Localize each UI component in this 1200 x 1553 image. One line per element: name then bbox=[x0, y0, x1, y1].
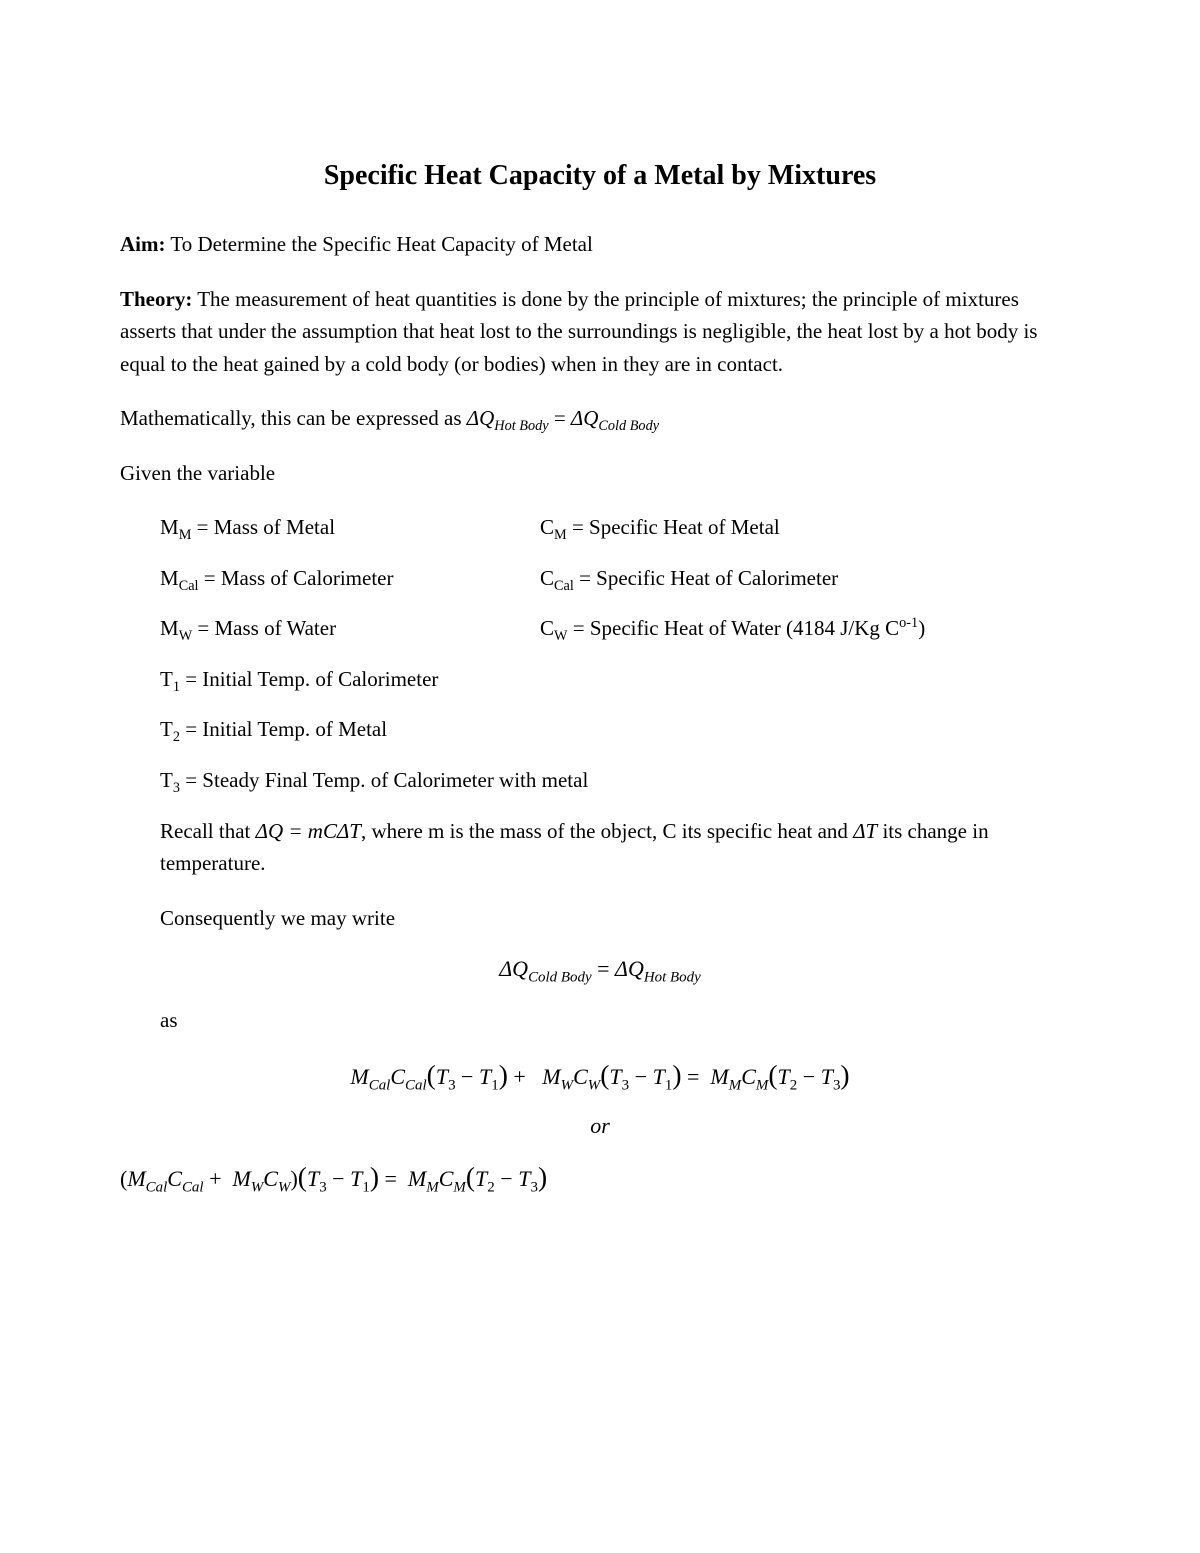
math-intro-text: Mathematically, this can be expressed as bbox=[120, 406, 467, 430]
var-row: MCal = Mass of Calorimeter CCal = Specif… bbox=[160, 562, 1080, 595]
aim-paragraph: Aim: To Determine the Specific Heat Capa… bbox=[120, 228, 1080, 261]
or-label: or bbox=[120, 1113, 1080, 1139]
var-mm: MM = Mass of Metal bbox=[160, 511, 540, 544]
theory-paragraph: Theory: The measurement of heat quantiti… bbox=[120, 283, 1080, 381]
recall-paragraph: Recall that ΔQ = mCΔT, where m is the ma… bbox=[160, 815, 1080, 880]
aim-text: To Determine the Specific Heat Capacity … bbox=[166, 232, 593, 256]
var-mw: MW = Mass of Water bbox=[160, 612, 540, 645]
var-row: T2 = Initial Temp. of Metal bbox=[160, 713, 1080, 746]
var-mcal: MCal = Mass of Calorimeter bbox=[160, 562, 540, 595]
var-row: T3 = Steady Final Temp. of Calorimeter w… bbox=[160, 764, 1080, 797]
page-title: Specific Heat Capacity of a Metal by Mix… bbox=[120, 160, 1080, 192]
recall-eq: ΔQ = mCΔT bbox=[256, 819, 361, 843]
var-cw: CW = Specific Heat of Water (4184 J/Kg C… bbox=[540, 612, 1080, 645]
given-label: Given the variable bbox=[120, 457, 1080, 490]
var-row: MM = Mass of Metal CM = Specific Heat of… bbox=[160, 511, 1080, 544]
theory-label: Theory: bbox=[120, 287, 192, 311]
var-ccal: CCal = Specific Heat of Calorimeter bbox=[540, 562, 1080, 595]
var-t2: T2 = Initial Temp. of Metal bbox=[160, 713, 387, 746]
var-t1: T1 = Initial Temp. of Calorimeter bbox=[160, 663, 438, 696]
eq-dq-cold: ΔQCold Body bbox=[571, 406, 659, 430]
math-intro-paragraph: Mathematically, this can be expressed as… bbox=[120, 402, 1080, 435]
theory-text: The measurement of heat quantities is do… bbox=[120, 287, 1037, 376]
eq-dq-hot: ΔQHot Body bbox=[467, 406, 549, 430]
eq-expanded-2: (MCalCCal + MWCW)(T3 − T1) = MMCM(T2 − T… bbox=[120, 1161, 1080, 1193]
as-label: as bbox=[160, 1004, 1080, 1037]
consequently-text: Consequently we may write bbox=[160, 902, 1080, 935]
var-row: MW = Mass of Water CW = Specific Heat of… bbox=[160, 612, 1080, 645]
document-page: Specific Heat Capacity of a Metal by Mix… bbox=[0, 0, 1200, 1553]
aim-label: Aim: bbox=[120, 232, 166, 256]
var-t3: T3 = Steady Final Temp. of Calorimeter w… bbox=[160, 764, 588, 797]
eq-expanded-1: MCalCCal(T3 − T1) + MWCW(T3 − T1) = MMCM… bbox=[120, 1059, 1080, 1091]
eq-equals: = bbox=[549, 406, 571, 430]
var-cm: CM = Specific Heat of Metal bbox=[540, 511, 1080, 544]
eq-cold-equals-hot: ΔQCold Body = ΔQHot Body bbox=[120, 956, 1080, 982]
var-row: T1 = Initial Temp. of Calorimeter bbox=[160, 663, 1080, 696]
variables-block: MM = Mass of Metal CM = Specific Heat of… bbox=[160, 511, 1080, 934]
